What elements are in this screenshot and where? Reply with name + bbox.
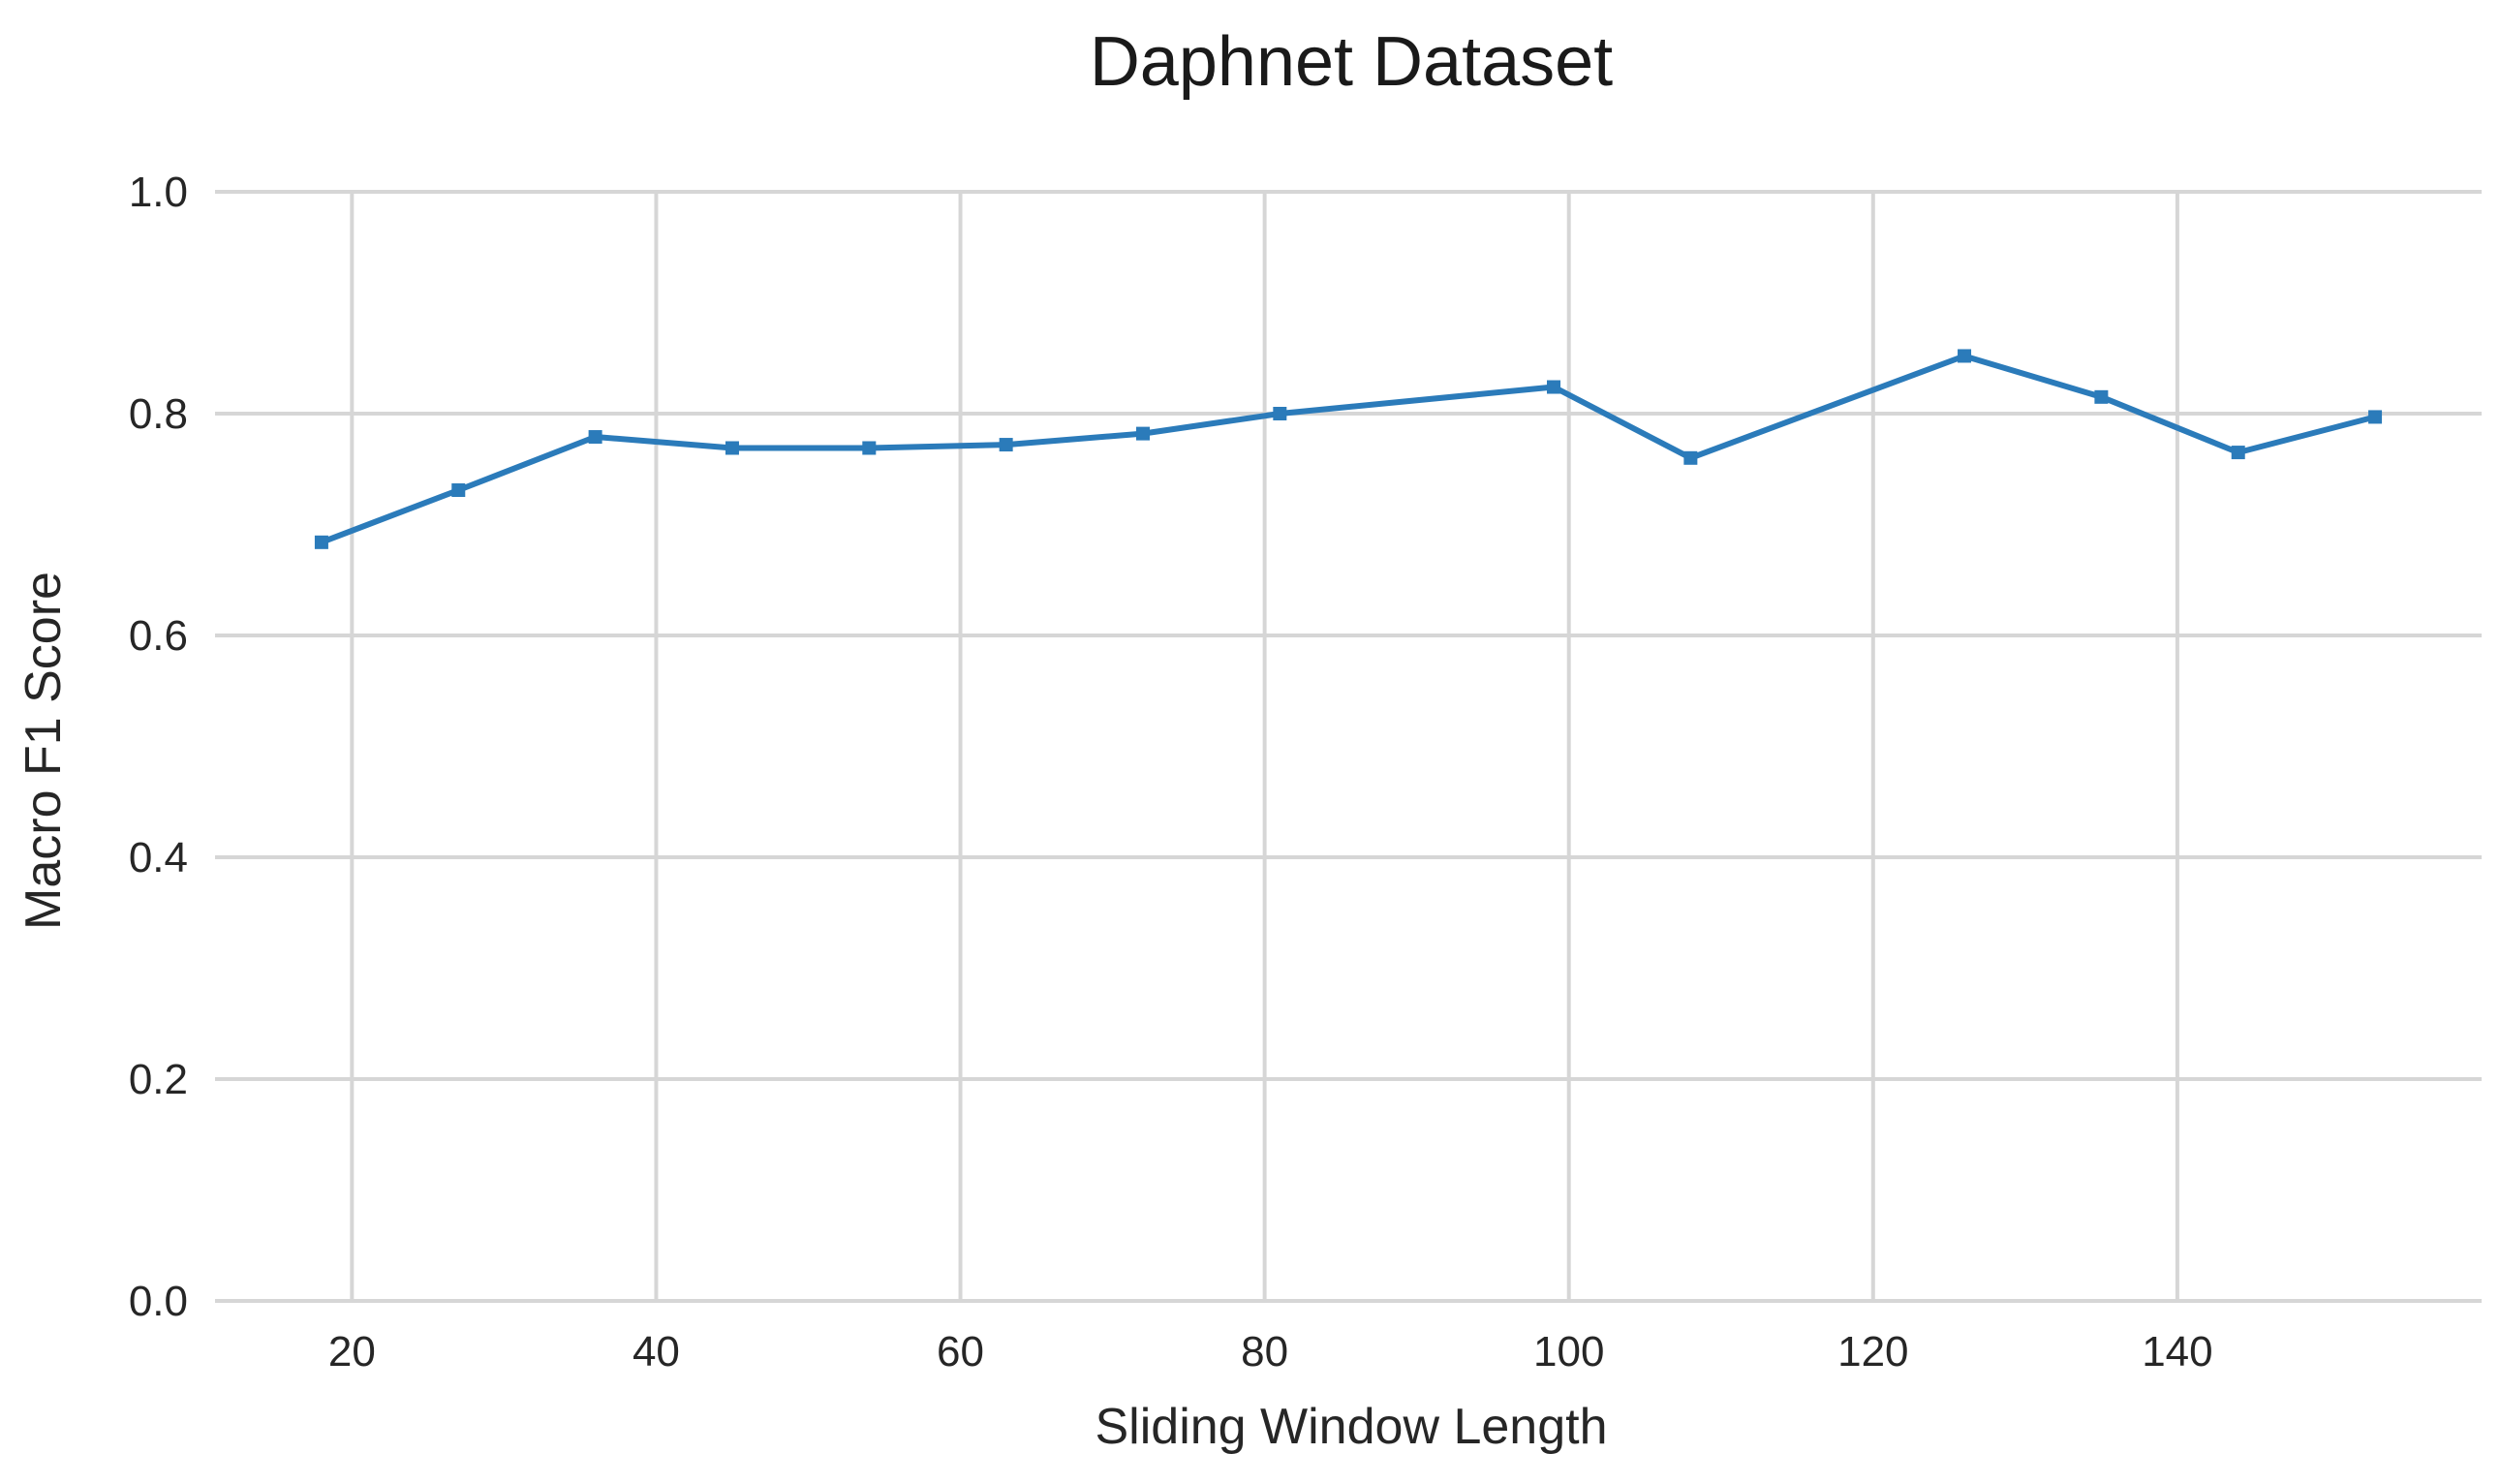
series-layer (314, 349, 2383, 549)
y-axis-label: Macro F1 Score (15, 572, 72, 930)
x-tick-label: 100 (1533, 1328, 1604, 1376)
y-tick-label: 0.8 (129, 390, 188, 438)
x-axis-label: Sliding Window Length (1096, 1399, 1608, 1455)
data-point-marker (1547, 380, 1561, 394)
chart-title: Daphnet Dataset (1090, 23, 1613, 101)
y-tick-label: 0.0 (129, 1278, 188, 1325)
data-point-marker (725, 441, 739, 455)
data-point-marker (2094, 389, 2109, 404)
data-point-marker (1683, 450, 1698, 465)
x-tick-label: 140 (2142, 1328, 2212, 1376)
x-tick-labels: 20 40 60 80 100 120 140 (328, 1328, 2213, 1376)
y-gridlines (215, 190, 2482, 1303)
data-point-marker (1273, 407, 1287, 420)
data-point-marker (2231, 446, 2245, 460)
x-tick-label: 40 (633, 1328, 680, 1376)
data-point-marker (451, 483, 466, 498)
x-tick-label: 20 (328, 1328, 376, 1376)
x-tick-label: 60 (937, 1328, 984, 1376)
series-line (318, 353, 2379, 545)
data-point-marker (999, 438, 1013, 452)
x-gridlines (350, 192, 2179, 1301)
y-tick-label: 0.6 (129, 612, 188, 660)
data-point-marker (862, 441, 877, 455)
y-tick-label: 1.0 (129, 169, 188, 216)
data-point-marker (1958, 349, 1972, 363)
data-point-marker (314, 535, 328, 549)
y-tick-label: 0.4 (129, 834, 188, 881)
y-tick-labels: 0.0 0.2 0.4 0.6 0.8 1.0 (129, 169, 188, 1325)
x-tick-label: 120 (1837, 1328, 1908, 1376)
y-tick-label: 0.2 (129, 1056, 188, 1103)
data-point-marker (2368, 410, 2383, 424)
x-tick-label: 80 (1241, 1328, 1288, 1376)
data-point-marker (588, 430, 602, 445)
data-point-marker (1135, 426, 1150, 441)
